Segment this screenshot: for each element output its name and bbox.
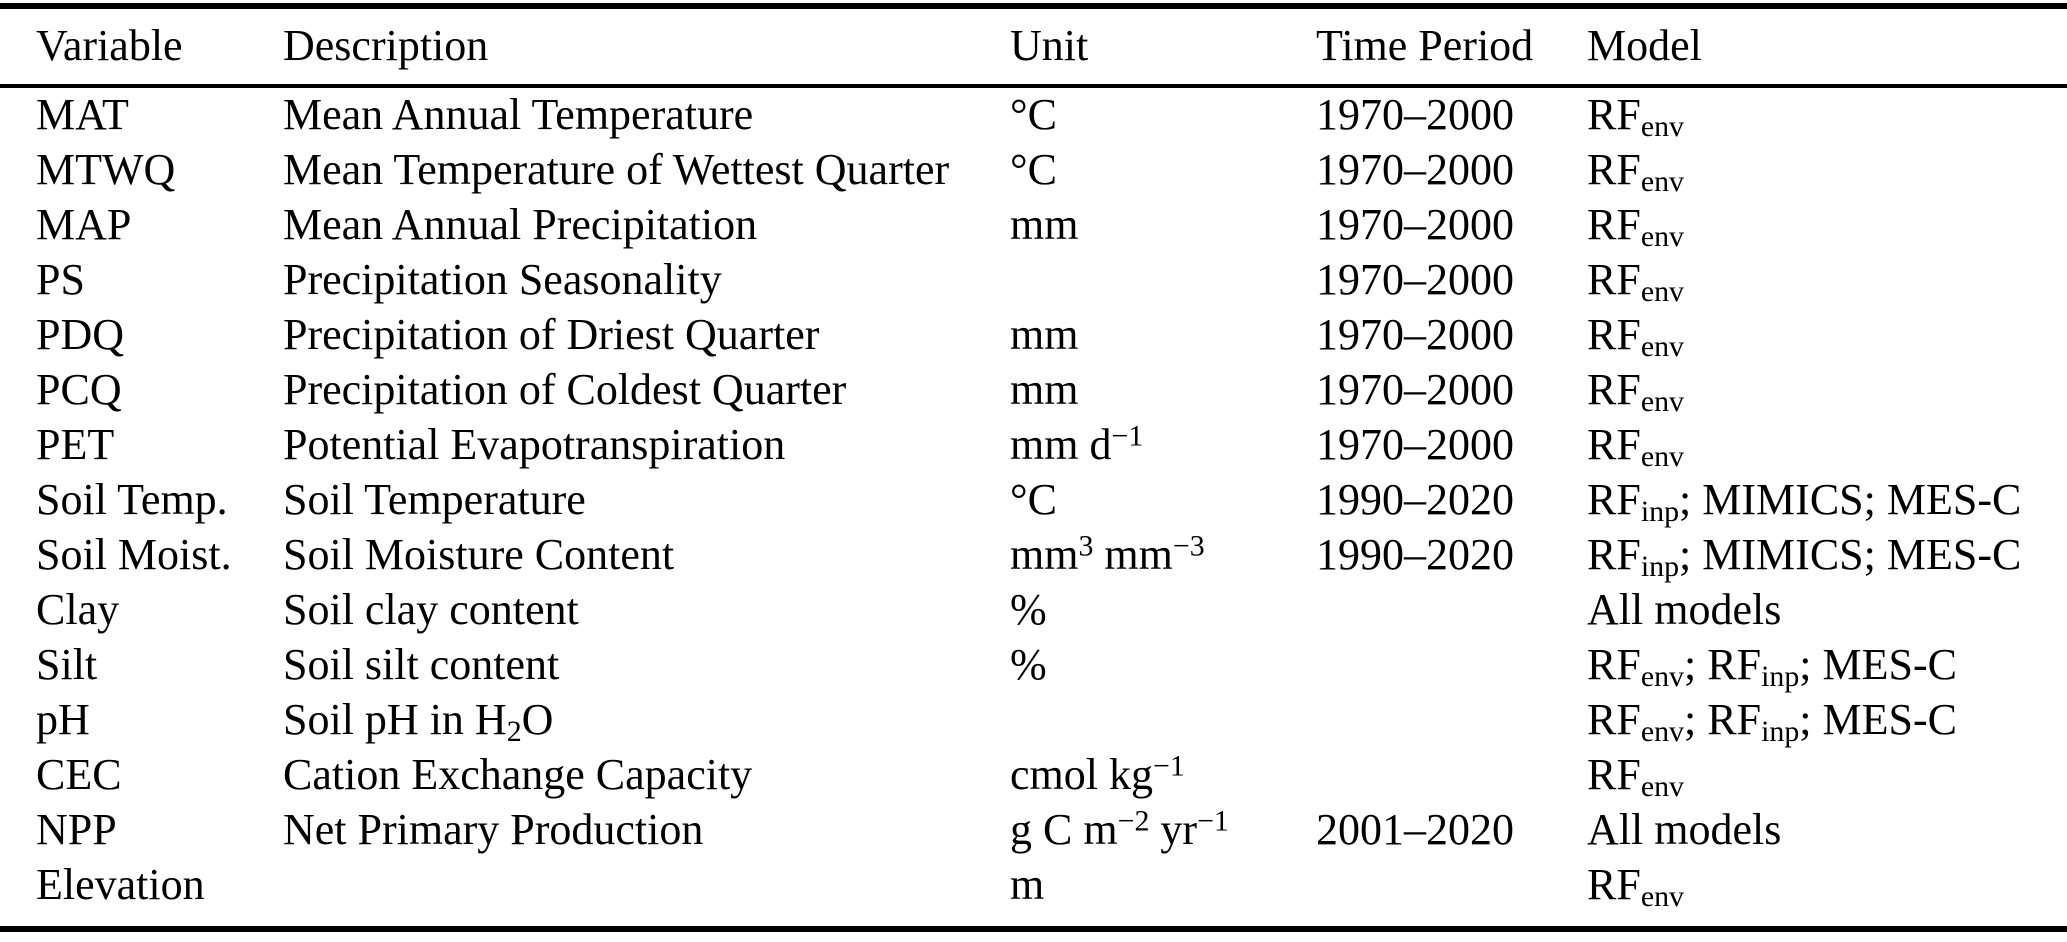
- cell-model: RFenv; RFinp; MES-C: [1587, 695, 1957, 749]
- header-cell-variable: Variable: [36, 21, 183, 71]
- cell-variable: Elevation: [36, 860, 205, 910]
- cell-unit: %: [1010, 640, 1047, 690]
- table-row: PCQ Precipitation of Coldest Quarter mm …: [0, 363, 2067, 418]
- cell-unit: mm3 mm−3: [1010, 529, 1205, 580]
- table-mid-rule: [0, 84, 2067, 88]
- cell-description: Mean Annual Precipitation: [283, 200, 758, 250]
- cell-unit: °C: [1010, 90, 1057, 140]
- cell-variable: PS: [36, 255, 85, 305]
- cell-description: Mean Temperature of Wettest Quarter: [283, 145, 950, 195]
- table-row: PET Potential Evapotranspiration mm d−1 …: [0, 418, 2067, 473]
- cell-unit: mm d−1: [1010, 419, 1144, 470]
- table-top-rule: [0, 3, 2067, 9]
- cell-model: All models: [1587, 805, 1782, 855]
- table-row: PS Precipitation Seasonality 1970–2000 R…: [0, 253, 2067, 308]
- cell-unit: %: [1010, 585, 1047, 635]
- header-cell-description: Description: [283, 21, 489, 71]
- table-row: Soil Moist. Soil Moisture Content mm3 mm…: [0, 528, 2067, 583]
- cell-unit: mm: [1010, 200, 1079, 250]
- header-cell-unit: Unit: [1010, 21, 1089, 71]
- cell-model: RFenv: [1587, 90, 1685, 144]
- cell-unit: cmol kg−1: [1010, 749, 1185, 800]
- cell-description: Soil Temperature: [283, 475, 586, 525]
- cell-variable: MAT: [36, 90, 129, 140]
- cell-model: RFenv: [1587, 420, 1685, 474]
- cell-variable: Soil Moist.: [36, 530, 232, 580]
- table-row: Elevation m RFenv: [0, 858, 2067, 913]
- cell-time-period: 1970–2000: [1316, 420, 1514, 470]
- table-body: MAT Mean Annual Temperature °C 1970–2000…: [0, 88, 2067, 913]
- cell-model: RFenv: [1587, 750, 1685, 804]
- cell-description: Precipitation of Driest Quarter: [283, 310, 820, 360]
- table-row: NPP Net Primary Production g C m−2 yr−1 …: [0, 803, 2067, 858]
- cell-model: All models: [1587, 585, 1782, 635]
- table-row: pH Soil pH in H2O RFenv; RFinp; MES-C: [0, 693, 2067, 748]
- cell-description: Mean Annual Temperature: [283, 90, 754, 140]
- cell-variable: Silt: [36, 640, 98, 690]
- cell-variable: NPP: [36, 805, 117, 855]
- table-row: MAT Mean Annual Temperature °C 1970–2000…: [0, 88, 2067, 143]
- cell-model: RFenv: [1587, 365, 1685, 419]
- cell-unit: mm: [1010, 310, 1079, 360]
- cell-time-period: 1990–2020: [1316, 475, 1514, 525]
- cell-description: Precipitation Seasonality: [283, 255, 722, 305]
- table-bottom-rule: [0, 926, 2067, 932]
- cell-model: RFinp; MIMICS; MES-C: [1587, 475, 2022, 529]
- table-row: MTWQ Mean Temperature of Wettest Quarter…: [0, 143, 2067, 198]
- cell-variable: CEC: [36, 750, 122, 800]
- cell-description: Net Primary Production: [283, 805, 704, 855]
- cell-model: RFinp; MIMICS; MES-C: [1587, 530, 2022, 584]
- cell-variable: pH: [36, 695, 90, 745]
- cell-description: Cation Exchange Capacity: [283, 750, 753, 800]
- cell-description: Potential Evapotranspiration: [283, 420, 786, 470]
- cell-time-period: 1970–2000: [1316, 255, 1514, 305]
- cell-description: Soil pH in H2O: [283, 695, 554, 749]
- cell-unit: mm: [1010, 365, 1079, 415]
- cell-variable: PCQ: [36, 365, 122, 415]
- cell-variable: Clay: [36, 585, 120, 635]
- cell-description: Soil silt content: [283, 640, 560, 690]
- cell-model: RFenv: [1587, 200, 1685, 254]
- cell-time-period: 1990–2020: [1316, 530, 1514, 580]
- cell-time-period: 1970–2000: [1316, 310, 1514, 360]
- table-row: CEC Cation Exchange Capacity cmol kg−1 R…: [0, 748, 2067, 803]
- cell-model: RFenv: [1587, 310, 1685, 364]
- cell-model: RFenv: [1587, 145, 1685, 199]
- cell-model: RFenv: [1587, 860, 1685, 914]
- cell-description: Soil clay content: [283, 585, 579, 635]
- table-row: Silt Soil silt content % RFenv; RFinp; M…: [0, 638, 2067, 693]
- header-cell-time-period: Time Period: [1316, 21, 1534, 71]
- table-row: Clay Soil clay content % All models: [0, 583, 2067, 638]
- cell-model: RFenv: [1587, 255, 1685, 309]
- table-row: PDQ Precipitation of Driest Quarter mm 1…: [0, 308, 2067, 363]
- cell-unit: g C m−2 yr−1: [1010, 804, 1229, 855]
- table-row: Soil Temp. Soil Temperature °C 1990–2020…: [0, 473, 2067, 528]
- cell-model: RFenv; RFinp; MES-C: [1587, 640, 1957, 694]
- cell-time-period: 1970–2000: [1316, 90, 1514, 140]
- cell-description: Precipitation of Coldest Quarter: [283, 365, 847, 415]
- cell-variable: MAP: [36, 200, 132, 250]
- cell-variable: Soil Temp.: [36, 475, 228, 525]
- cell-time-period: 1970–2000: [1316, 200, 1514, 250]
- cell-variable: PDQ: [36, 310, 125, 360]
- cell-unit: m: [1010, 860, 1045, 910]
- cell-time-period: 2001–2020: [1316, 805, 1514, 855]
- cell-unit: °C: [1010, 475, 1057, 525]
- cell-time-period: 1970–2000: [1316, 145, 1514, 195]
- header-cell-model: Model: [1587, 21, 1702, 71]
- table-header-row: Variable Description Unit Time Period Mo…: [0, 9, 2067, 84]
- cell-variable: PET: [36, 420, 115, 470]
- cell-variable: MTWQ: [36, 145, 176, 195]
- table-row: MAP Mean Annual Precipitation mm 1970–20…: [0, 198, 2067, 253]
- cell-description: Soil Moisture Content: [283, 530, 675, 580]
- cell-time-period: 1970–2000: [1316, 365, 1514, 415]
- cell-unit: °C: [1010, 145, 1057, 195]
